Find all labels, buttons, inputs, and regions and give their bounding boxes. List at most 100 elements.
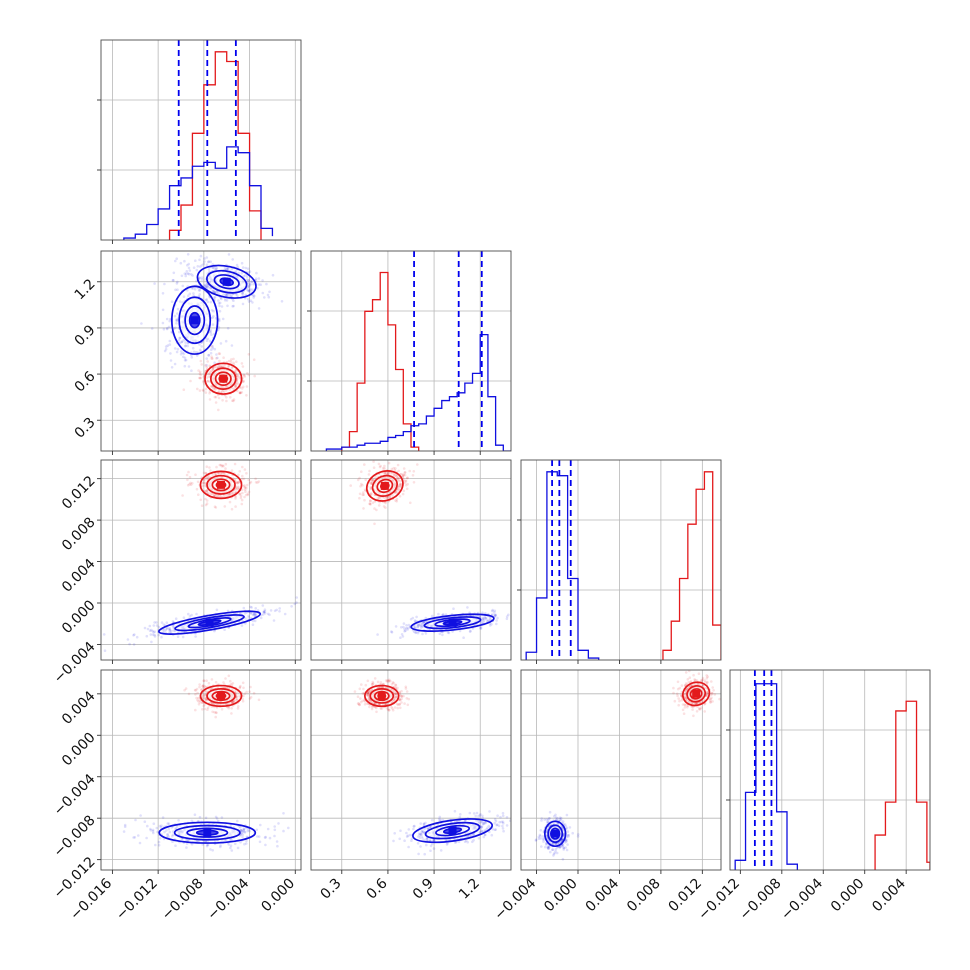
sample-point: [258, 277, 261, 280]
sample-point: [216, 357, 219, 360]
sample-point: [272, 274, 275, 277]
sample-point: [380, 681, 383, 684]
sample-point: [221, 305, 224, 308]
sample-point: [235, 360, 238, 363]
sample-point: [221, 399, 224, 402]
sample-point: [187, 471, 190, 474]
sample-point: [194, 635, 197, 638]
sample-point: [253, 375, 256, 378]
density-peak: [217, 692, 225, 700]
sample-point: [157, 634, 160, 637]
sample-point: [368, 473, 371, 476]
sample-point: [241, 499, 244, 502]
sample-point: [413, 470, 416, 473]
sample-point: [477, 820, 480, 823]
sample-point: [712, 689, 715, 692]
sample-point: [174, 315, 177, 318]
sample-point: [174, 260, 177, 263]
joint-2_1: [349, 454, 519, 639]
sample-point: [205, 364, 208, 367]
sample-point: [502, 830, 505, 833]
sample-point: [243, 478, 246, 481]
sample-point: [365, 684, 368, 687]
sample-point: [146, 825, 149, 828]
sample-point: [187, 253, 190, 256]
panel-frame-0-0: [101, 40, 301, 240]
sample-point: [242, 365, 245, 368]
sample-point: [217, 362, 220, 365]
sample-point: [500, 821, 503, 824]
sample-point: [372, 682, 375, 685]
sample-point: [690, 680, 693, 683]
sample-point: [359, 493, 362, 496]
sample-point: [139, 814, 142, 817]
sample-point: [177, 348, 180, 351]
sample-point: [241, 503, 244, 506]
sample-point: [383, 465, 386, 468]
sample-point: [400, 695, 403, 698]
sample-point: [474, 815, 477, 818]
sample-point: [395, 625, 398, 628]
sample-point: [166, 318, 169, 321]
sample-point: [212, 323, 215, 326]
sample-point: [218, 305, 221, 308]
sample-point: [398, 838, 401, 841]
panel-frame-2-2: [521, 460, 721, 660]
sample-point: [374, 677, 377, 680]
sample-point: [251, 280, 254, 283]
sample-point: [246, 385, 249, 388]
sample-point: [245, 472, 248, 475]
sample-point: [404, 471, 407, 474]
sample-point: [241, 466, 244, 469]
sample-point: [211, 345, 214, 348]
sample-point: [207, 261, 210, 264]
sample-point: [258, 699, 261, 702]
sample-point: [499, 816, 502, 819]
sample-point: [199, 374, 202, 377]
sample-point: [255, 277, 258, 280]
sample-point: [227, 327, 230, 330]
sample-point: [150, 633, 153, 636]
sample-point: [362, 493, 365, 496]
sample-point: [495, 623, 498, 626]
sample-point: [225, 400, 228, 403]
sample-point: [252, 296, 255, 299]
sample-point: [363, 463, 366, 466]
sample-point: [684, 704, 687, 707]
sample-point: [403, 839, 406, 842]
sample-point: [718, 698, 721, 701]
sample-point: [413, 481, 416, 484]
sample-point: [225, 340, 228, 343]
sample-point: [169, 831, 172, 834]
sample-point: [207, 338, 210, 341]
sample-point: [194, 689, 197, 692]
sample-point: [273, 619, 276, 622]
sample-point: [246, 289, 249, 292]
sample-point: [247, 267, 250, 270]
sample-point: [431, 819, 434, 822]
sample-point: [236, 264, 239, 267]
sample-point: [459, 813, 462, 816]
sample-point: [183, 295, 186, 298]
density-peak: [203, 829, 211, 837]
sample-point: [139, 842, 142, 845]
sample-point: [193, 266, 196, 269]
sample-point: [402, 626, 405, 629]
sample-point: [230, 844, 233, 847]
sample-point: [687, 678, 690, 681]
sample-point: [388, 462, 391, 465]
sample-point: [190, 273, 193, 276]
sample-point: [201, 276, 204, 279]
sample-point: [171, 835, 174, 838]
sample-point: [394, 499, 397, 502]
sample-point: [171, 366, 174, 369]
sample-point: [484, 834, 487, 837]
sample-point: [198, 259, 201, 262]
sample-point: [273, 835, 276, 838]
sample-point: [234, 385, 237, 388]
sample-point: [202, 685, 205, 688]
sample-point: [403, 702, 406, 705]
panel-frame-2-1: [311, 460, 511, 660]
sample-point: [377, 681, 380, 684]
